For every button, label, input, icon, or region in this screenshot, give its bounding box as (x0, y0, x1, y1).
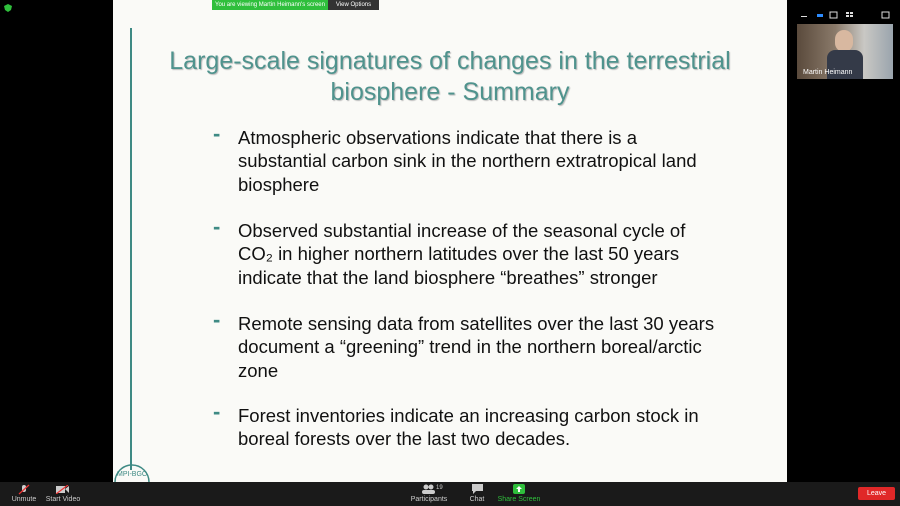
participant-video[interactable]: Martin Heimann (797, 24, 893, 79)
participants[interactable]: Participants (410, 496, 448, 503)
slide-title: biosphere - Summary (330, 78, 570, 106)
bullet-line: Atmospheric observations indicate that t… (238, 127, 637, 148)
view-options[interactable]: View Options (328, 0, 379, 10)
bullet-line: substantial carbon sink in the northern … (238, 150, 697, 172)
bullet-line: Observed substantial increase of the sea… (238, 220, 686, 241)
share-icon[interactable] (513, 484, 525, 494)
bullet-marker: - (213, 399, 221, 424)
viewing-banner: You are viewing Martin Heimann's screen (212, 0, 328, 10)
bullet-line: boreal forests over the last two decades… (238, 428, 571, 450)
participants-count: 19 (436, 485, 443, 491)
security-icon[interactable] (3, 3, 13, 13)
bullet-line: Forest inventories indicate an increasin… (238, 405, 699, 426)
bullet-line: indicate that the land biosphere “breath… (238, 266, 658, 288)
unmute[interactable]: Unmute (11, 496, 37, 503)
logo: MPI-BGC (114, 464, 150, 482)
toolbar: Unmute Start Video 19 Participants Chat … (0, 482, 900, 506)
chat[interactable]: Chat (469, 496, 485, 503)
video-icon[interactable] (56, 485, 69, 494)
bullet-line: biosphere (238, 173, 320, 195)
leave-button[interactable]: Leave (858, 487, 895, 500)
shared-slide: Large-scale signatures of changes in the… (113, 0, 787, 482)
share-screen[interactable]: Share Screen (497, 496, 541, 503)
participant-name: Martin Heimann (803, 69, 853, 76)
bullet-line: CO₂ in higher northern latitudes over th… (238, 243, 680, 265)
participants-icon[interactable] (422, 484, 435, 494)
bullet-line: zone (238, 359, 279, 381)
bullet-marker: - (213, 121, 221, 146)
window-controls (801, 11, 890, 19)
bullet-marker: - (213, 307, 221, 332)
start-video[interactable]: Start Video (45, 496, 81, 503)
bullet-line: Remote sensing data from satellites over… (238, 313, 715, 334)
bullet-marker: - (213, 214, 221, 239)
logo-text: MPI-BGC (117, 471, 147, 478)
slide-title: Large-scale signatures of changes in the… (169, 47, 731, 75)
slide-rule (130, 28, 132, 470)
bullet-line: document a “greening” trend in the north… (238, 336, 702, 358)
mic-icon[interactable] (18, 484, 30, 495)
chat-icon[interactable] (472, 484, 483, 494)
